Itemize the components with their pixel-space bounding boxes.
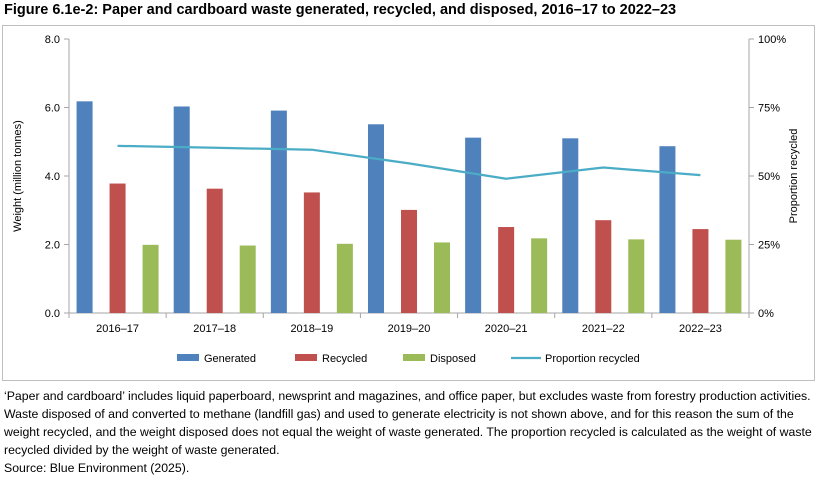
bar-recycled [206,188,223,313]
bar-disposed [628,239,645,313]
legend-label-disposed: Disposed [430,353,476,365]
bar-recycled [498,227,515,313]
bar-disposed [434,242,450,313]
bar-recycled [109,183,126,313]
bar-recycled [692,229,709,313]
legend-swatch-recycled [295,354,317,361]
y2-tick-label: 75% [758,103,780,115]
x-tick-label: 2022–23 [679,323,722,335]
legend-label-recycled: Recycled [322,353,367,365]
bar-disposed [531,238,548,313]
y2-tick-label: 50% [758,171,780,183]
legend-swatch-generated [177,354,199,361]
bar-generated [76,101,93,314]
bar-disposed [336,243,353,313]
chart: 0.02.04.06.08.0 0%25%50%75%100% 2016–17 2… [12,34,800,365]
x-tick-label: 2018–19 [290,323,333,335]
x-axis-ticks: 2016–17 2017–18 2018–19 2019–20 2020–21 2021–… [68,313,750,335]
chart-frame: 0.0 2.0 4.0 6.0 8.0 0% 25% 50% 75% 100% 2016–17 2… [2,25,815,381]
source-text: Source: Blue Environment (2025). [4,461,190,475]
y2-tick-label: 100% [758,34,786,46]
legend-swatch-disposed [403,354,425,361]
bar-generated [465,137,482,313]
bar-generated [270,110,287,314]
bar-generated [173,106,190,313]
x-tick-label: 2019–20 [388,323,431,335]
legend-label-proportion-recycled: Proportion recycled [545,353,640,365]
y-axis-ticks: 0.0 2.0 4.0 6.0 8.0 [45,34,69,320]
y2-axis-ticks: 0% 25% 50% 75% 100% [749,34,786,320]
notes: ‘Paper and cardboard’ includes liquid pa… [4,387,816,477]
y2-tick-label: 25% [758,240,780,252]
line-layer [117,144,701,180]
y-axis-title: Weight (million tonnes) [12,120,24,232]
legend-label-generated: Generated [204,353,256,365]
bar-generated [562,138,579,313]
y2-axis-title: Proportion recycled [788,129,800,224]
bar-disposed [239,245,256,313]
x-tick-label: 2017–18 [193,323,236,335]
bar-disposed [725,239,742,313]
figure-title: Figure 6.1e-2: Paper and cardboard waste… [4,2,677,18]
y2-tick-label: 0% [758,308,774,320]
bar-generated [368,124,384,313]
y-tick-label: 2.0 [45,240,60,252]
bar-generated [659,146,676,313]
bar-recycled [303,192,320,313]
notes-text: ‘Paper and cardboard’ includes liquid pa… [4,389,812,457]
x-tick-label: 2021–22 [582,323,625,335]
y-tick-label: 8.0 [45,34,60,46]
x-tick-label: 2020–21 [485,323,528,335]
bar-recycled [401,209,417,313]
y-tick-label: 4.0 [45,171,60,183]
y-tick-label: 0.0 [45,308,60,320]
y-tick-label: 6.0 [45,103,60,115]
bar-disposed [142,244,159,313]
bars [76,101,742,314]
legend: Generated Recycled Disposed Proportion recy… [177,353,640,365]
bar-recycled [595,220,612,313]
x-tick-label: 2016–17 [96,323,139,335]
line-proportion-recycled [117,144,701,180]
